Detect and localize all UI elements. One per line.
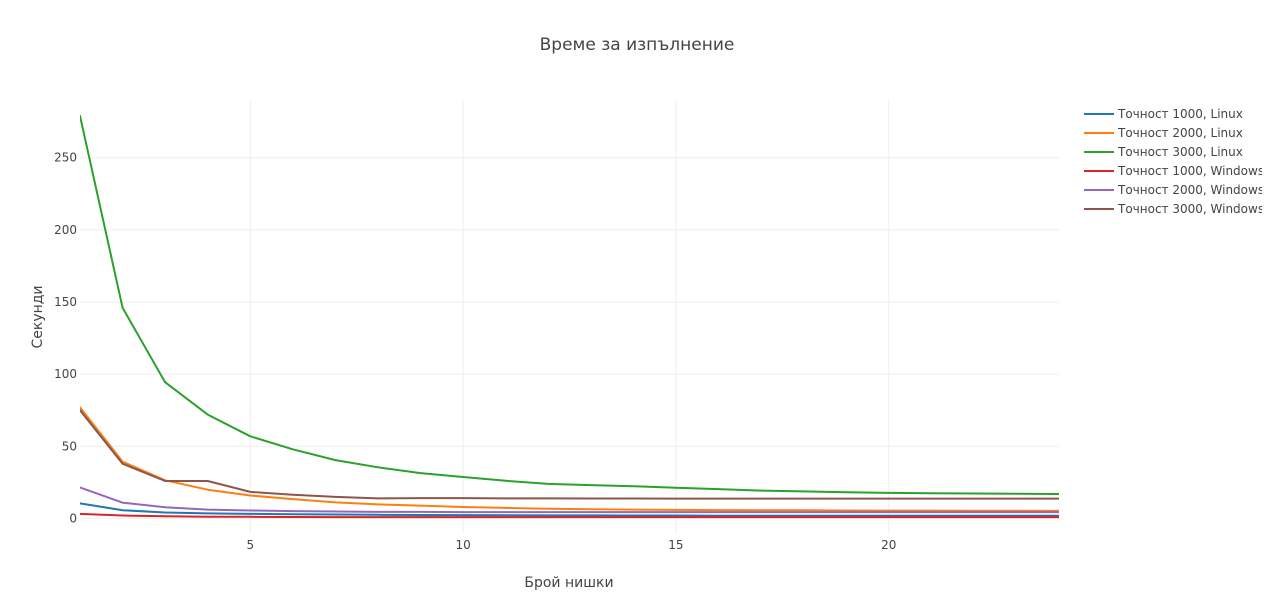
series-line-1[interactable] bbox=[80, 502, 1059, 517]
legend-item-1[interactable]: Точност 1000, Linux bbox=[1084, 107, 1243, 121]
y-tick-label: 150 bbox=[54, 295, 77, 309]
legend[interactable]: Точност 1000, Linux Точност 2000, Linux То… bbox=[1084, 107, 1264, 216]
series-line-4[interactable] bbox=[80, 512, 1059, 519]
legend-label: Точност 3000, Linux bbox=[1117, 145, 1243, 159]
y-axis-title: Секунди bbox=[30, 285, 46, 348]
y-tick-label: 50 bbox=[62, 439, 77, 453]
series-line-5[interactable] bbox=[80, 486, 1059, 514]
series-line-6[interactable] bbox=[80, 409, 1059, 500]
x-tick-label: 10 bbox=[455, 538, 470, 552]
grid bbox=[80, 100, 1059, 533]
series-group bbox=[80, 114, 1059, 519]
chart-title: Време за изпълнение bbox=[540, 35, 735, 55]
x-axis-title: Брой нишки bbox=[524, 575, 613, 591]
legend-item-5[interactable]: Точност 2000, Windows bbox=[1084, 183, 1264, 197]
legend-item-6[interactable]: Точност 3000, Windows bbox=[1084, 202, 1264, 216]
legend-label: Точност 2000, Windows bbox=[1117, 183, 1264, 197]
legend-item-3[interactable]: Точност 3000, Linux bbox=[1084, 145, 1243, 159]
x-tick-label: 20 bbox=[881, 538, 896, 552]
legend-label: Точност 2000, Linux bbox=[1117, 126, 1243, 140]
y-tick-label: 0 bbox=[69, 512, 77, 526]
legend-label: Точност 1000, Windows bbox=[1117, 164, 1264, 178]
y-tick-label: 100 bbox=[54, 367, 77, 381]
legend-item-2[interactable]: Точност 2000, Linux bbox=[1084, 126, 1243, 140]
x-tick-label: 5 bbox=[246, 538, 254, 552]
y-tick-label: 200 bbox=[54, 223, 77, 237]
series-line-2[interactable] bbox=[80, 406, 1059, 512]
legend-label: Точност 1000, Linux bbox=[1117, 107, 1243, 121]
series-line-3[interactable] bbox=[80, 114, 1059, 495]
legend-item-4[interactable]: Точност 1000, Windows bbox=[1084, 164, 1264, 178]
x-tick-label: 15 bbox=[668, 538, 683, 552]
y-tick-label: 250 bbox=[54, 151, 77, 165]
legend-label: Точност 3000, Windows bbox=[1117, 202, 1264, 216]
